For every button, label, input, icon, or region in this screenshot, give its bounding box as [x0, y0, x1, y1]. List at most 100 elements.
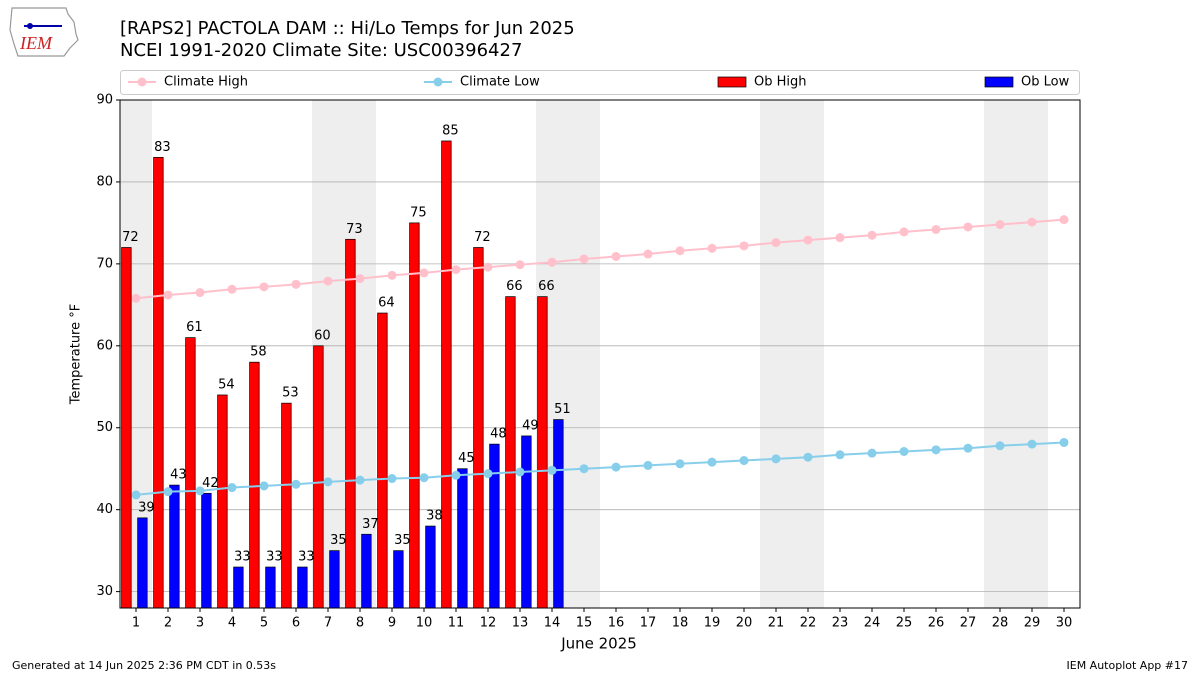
x-tick-label: 17 [640, 616, 657, 631]
data-label: 45 [458, 451, 475, 466]
logo-text: IEM [19, 33, 53, 53]
point [451, 470, 461, 480]
y-tick-label: 40 [96, 502, 113, 517]
bar [345, 238, 356, 609]
bar [425, 525, 436, 609]
x-tick-label: 14 [544, 616, 561, 631]
x-tick-label: 5 [260, 616, 268, 631]
data-label: 35 [394, 533, 411, 548]
bar [409, 222, 420, 609]
point [899, 227, 909, 237]
bar [329, 550, 340, 609]
data-label: 61 [186, 320, 203, 335]
point [675, 459, 685, 469]
point [675, 246, 685, 256]
bar [377, 312, 388, 609]
point [995, 220, 1005, 230]
footer-left: Generated at 14 Jun 2025 2:36 PM CDT in … [12, 659, 276, 672]
point [355, 475, 365, 485]
y-tick-label: 30 [96, 584, 113, 599]
point [963, 443, 973, 453]
bar [249, 361, 260, 609]
point [707, 457, 717, 467]
x-tick-label: 13 [512, 616, 529, 631]
shaded-day [760, 100, 792, 608]
y-tick-label: 80 [96, 174, 113, 189]
y-tick-label: 70 [96, 256, 113, 271]
x-tick-label: 27 [960, 616, 977, 631]
data-label: 43 [170, 468, 187, 483]
data-label: 39 [138, 500, 155, 515]
data-label: 85 [442, 123, 459, 138]
point [163, 290, 173, 300]
point [963, 222, 973, 232]
point [803, 452, 813, 462]
x-tick-label: 22 [800, 616, 817, 631]
x-tick-label: 10 [416, 616, 433, 631]
bar [473, 247, 484, 609]
data-label: 53 [282, 386, 299, 401]
point [611, 251, 621, 261]
x-tick-label: 24 [864, 616, 881, 631]
x-axis-label: June 2025 [560, 635, 637, 653]
point [867, 448, 877, 458]
legend-marker [137, 77, 147, 87]
point [355, 274, 365, 284]
x-tick-label: 6 [292, 616, 300, 631]
data-label: 83 [154, 140, 171, 155]
legend-marker [433, 77, 443, 87]
point [643, 249, 653, 259]
point [867, 230, 877, 240]
data-label: 60 [314, 328, 331, 343]
legend-label: Climate Low [460, 75, 540, 90]
data-label: 72 [474, 230, 491, 245]
legend-label: Climate High [164, 75, 248, 90]
logo-dot [27, 23, 33, 29]
point [227, 284, 237, 294]
point [227, 483, 237, 493]
y-tick-label: 60 [96, 338, 113, 353]
x-tick-label: 12 [480, 616, 497, 631]
logo-outline [9, 7, 79, 57]
bar [169, 484, 180, 609]
chart-title: [RAPS2] PACTOLA DAM :: Hi/Lo Temps for J… [120, 18, 575, 39]
bar [393, 550, 404, 609]
point [771, 238, 781, 248]
x-tick-label: 29 [1024, 616, 1041, 631]
x-tick-label: 30 [1056, 616, 1073, 631]
plot-frame [119, 99, 1081, 609]
bar [281, 402, 292, 609]
data-label: 33 [266, 550, 283, 565]
line [135, 218, 1065, 300]
x-tick-label: 19 [704, 616, 721, 631]
data-label: 66 [506, 279, 523, 294]
x-tick-label: 9 [388, 616, 396, 631]
legend-label: Ob Low [1021, 75, 1070, 90]
data-label: 58 [250, 345, 267, 360]
bar [185, 337, 196, 609]
y-tick-label: 50 [96, 420, 113, 435]
point [835, 450, 845, 460]
point [291, 479, 301, 489]
data-label: 72 [122, 230, 139, 245]
point [1059, 437, 1069, 447]
y-tick-label: 90 [96, 93, 113, 108]
x-tick-label: 28 [992, 616, 1009, 631]
point [803, 235, 813, 245]
bar [313, 345, 324, 609]
x-tick-label: 16 [608, 616, 625, 631]
data-label: 48 [490, 427, 507, 442]
point [131, 490, 141, 500]
point [419, 268, 429, 278]
data-label: 51 [554, 402, 571, 417]
bar [489, 443, 500, 609]
bar [265, 566, 276, 609]
point [771, 454, 781, 464]
point [291, 279, 301, 289]
point [931, 445, 941, 455]
point [163, 487, 173, 497]
shaded-day [984, 100, 1016, 608]
bar [217, 394, 228, 609]
data-label: 38 [426, 509, 443, 524]
